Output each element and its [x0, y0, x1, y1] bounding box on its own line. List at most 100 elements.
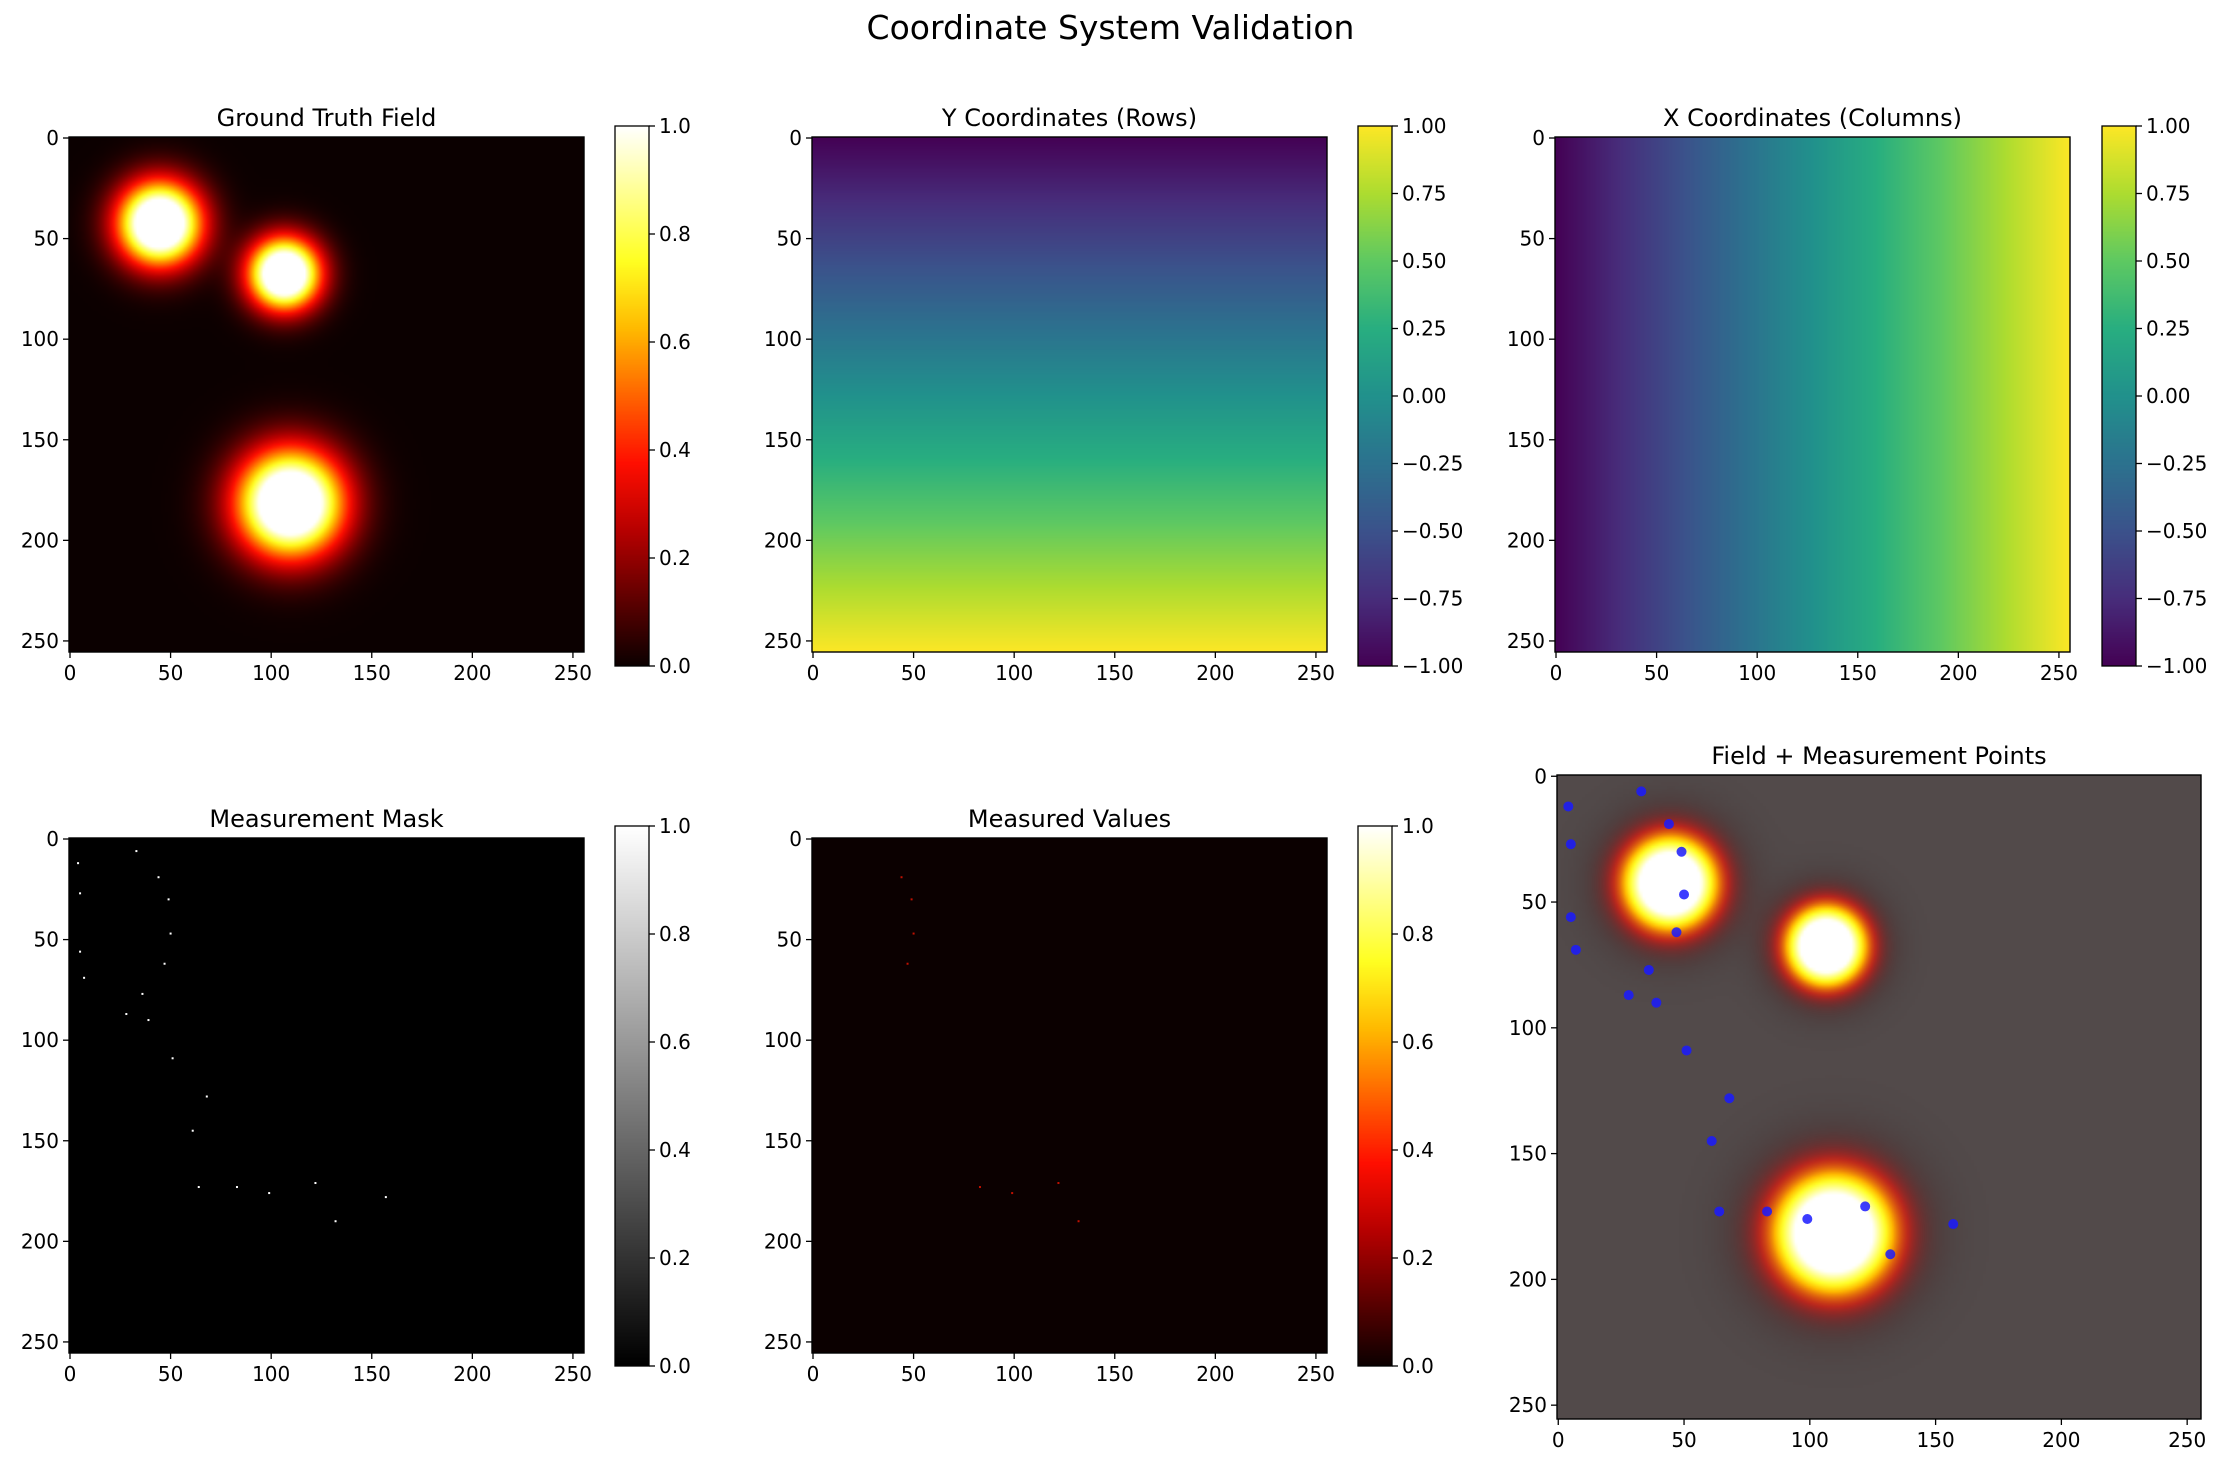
y-tick-label: 200 — [21, 528, 59, 552]
colorbar-tick-label: 1.0 — [659, 114, 691, 138]
x-tick-label: 0 — [1550, 661, 1563, 685]
measured-point — [912, 932, 915, 935]
axes-title: Y Coordinates (Rows) — [941, 104, 1197, 132]
mask-point — [384, 1196, 387, 1199]
x-tick-label: 250 — [2168, 1428, 2206, 1452]
measurement-point — [1802, 1214, 1813, 1225]
colorbar-gradient — [1358, 126, 1392, 666]
colorbar-tick-label: 0.4 — [659, 1138, 691, 1162]
y-tick-label: 250 — [21, 629, 59, 653]
y-tick-label: 150 — [1509, 1142, 1547, 1166]
colorbar: 0.0 0.2 0.4 0.6 0.8 1.0 — [614, 814, 691, 1378]
measurement-point — [1860, 1201, 1871, 1212]
colorbar: 0.0 0.2 0.4 0.6 0.8 1.0 — [614, 114, 691, 678]
measurement-point — [1565, 839, 1576, 850]
y-tick-label: 150 — [21, 1129, 59, 1153]
colorbar-tick-label: 1.0 — [659, 814, 691, 838]
measurement-point — [1636, 786, 1647, 797]
y-tick-label: 0 — [46, 126, 59, 150]
x-tick-label: 0 — [807, 1362, 820, 1386]
colorbar: −1.00 −0.75 −0.50 −0.25 0.00 0.25 0.50 0.75 1.00 — [2101, 114, 2207, 678]
colorbar-tick-label: 0.75 — [1402, 182, 1447, 206]
measured-point — [978, 1186, 981, 1189]
y-tick-label: 50 — [1522, 890, 1547, 914]
measurement-point — [1948, 1219, 1959, 1230]
colorbar-tick-label: −0.75 — [1402, 587, 1463, 611]
colorbar-tick-label: 0.25 — [2146, 317, 2191, 341]
y-tick-label: 200 — [1507, 528, 1545, 552]
colorbar-tick-label: 0.8 — [659, 922, 691, 946]
colorbar-tick-label: 0.8 — [659, 222, 691, 246]
colorbar-tick-label: 0.00 — [2146, 384, 2191, 408]
colorbar-gradient — [1358, 826, 1392, 1366]
heatmap-image — [69, 137, 584, 652]
y-tick-label: 250 — [21, 1330, 59, 1354]
y-tick-label: 100 — [1507, 327, 1545, 351]
colorbar-tick-label: 0.0 — [1402, 1354, 1434, 1378]
x-tick-label: 250 — [554, 1362, 592, 1386]
measured-point — [1077, 1220, 1080, 1223]
mask-point — [268, 1192, 271, 1195]
axes-title: Measurement Mask — [209, 805, 443, 833]
colorbar-tick-label: −0.25 — [2146, 452, 2207, 476]
colorbar-frame — [614, 125, 650, 667]
colorbar-gradient — [615, 126, 649, 666]
x-tick-label: 200 — [1939, 661, 1977, 685]
y-tick-label: 100 — [21, 327, 59, 351]
y-tick-label: 100 — [764, 327, 802, 351]
mask-point — [77, 862, 80, 865]
mask-point — [141, 992, 144, 995]
x-tick-label: 200 — [453, 1362, 491, 1386]
x-tick-label: 250 — [2040, 661, 2078, 685]
x-tick-label: 150 — [353, 1362, 391, 1386]
y-tick-label: 100 — [21, 1028, 59, 1052]
heatmap-image — [69, 838, 584, 1353]
x-tick-label: 200 — [1196, 661, 1234, 685]
axes-title: X Coordinates (Columns) — [1663, 104, 1962, 132]
panel-2: Y Coordinates (Rows)0 50 100 150 200 25005010… — [764, 104, 1463, 685]
mask-point — [334, 1220, 337, 1223]
axes-title: Ground Truth Field — [217, 104, 437, 132]
colorbar-tick-label: −0.50 — [1402, 519, 1463, 543]
y-tick-label: 150 — [764, 428, 802, 452]
x-tick-label: 100 — [1791, 1428, 1829, 1452]
measurement-point — [1681, 1045, 1692, 1056]
measured-point — [910, 898, 913, 901]
measurement-point — [1714, 1206, 1725, 1217]
x-tick-label: 50 — [901, 661, 926, 685]
colorbar: 0.0 0.2 0.4 0.6 0.8 1.0 — [1357, 814, 1434, 1378]
colorbar-tick-label: 0.50 — [1402, 249, 1447, 273]
colorbar-tick-label: 0.0 — [659, 1354, 691, 1378]
measurement-point — [1724, 1093, 1735, 1104]
axes-frame — [1554, 136, 2071, 653]
y-tick-label: 0 — [789, 126, 802, 150]
heatmap-image — [1555, 137, 2070, 652]
x-tick-label: 100 — [995, 1362, 1033, 1386]
y-tick-label: 200 — [1509, 1267, 1547, 1291]
y-tick-label: 0 — [1532, 126, 1545, 150]
mask-point — [79, 892, 82, 895]
measurement-point — [1565, 912, 1576, 923]
x-tick-label: 0 — [64, 1362, 77, 1386]
mask-point — [314, 1182, 317, 1185]
mask-point — [157, 876, 160, 879]
mask-point — [169, 932, 172, 935]
x-tick-label: 0 — [1552, 1428, 1565, 1452]
y-tick-label: 150 — [764, 1129, 802, 1153]
measurement-point — [1671, 927, 1682, 938]
measurement-point — [1663, 819, 1674, 830]
colorbar-tick-label: 0.75 — [2146, 182, 2191, 206]
colorbar-tick-label: 1.00 — [2146, 114, 2191, 138]
y-tick-label: 200 — [764, 528, 802, 552]
colorbar-tick-label: 0.50 — [2146, 249, 2191, 273]
mask-point — [83, 976, 86, 979]
colorbar-tick-label: 0.6 — [1402, 1030, 1434, 1054]
colorbar-tick-label: 0.00 — [1402, 384, 1447, 408]
colorbar-frame — [614, 825, 650, 1367]
x-tick-label: 50 — [158, 661, 183, 685]
measurement-point — [1563, 801, 1574, 812]
x-tick-label: 50 — [901, 1362, 926, 1386]
heatmap-image — [812, 838, 1327, 1353]
x-tick-label: 100 — [252, 661, 290, 685]
